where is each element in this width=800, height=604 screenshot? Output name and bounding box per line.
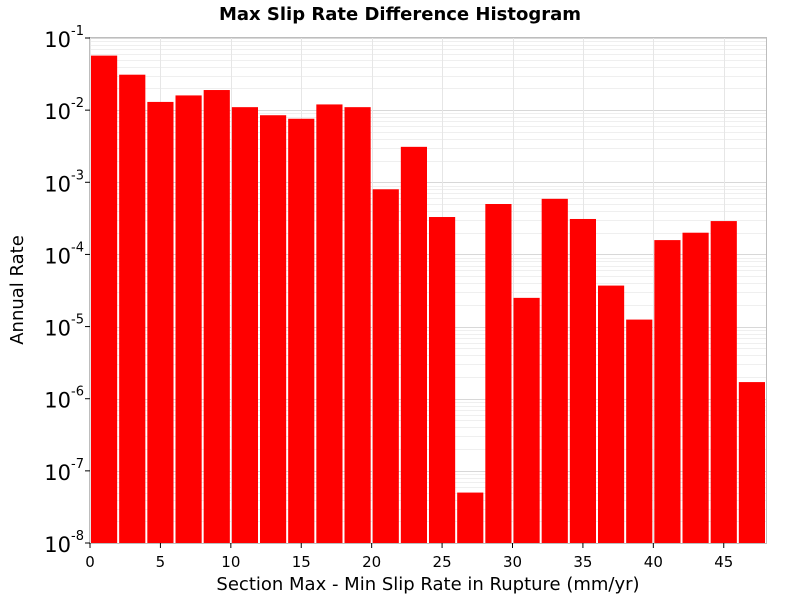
x-tick-label: 20 <box>362 553 381 571</box>
plot-border <box>89 37 767 544</box>
histogram-bar <box>400 146 427 543</box>
bars <box>91 55 765 544</box>
x-tick-label: 25 <box>433 553 452 571</box>
x-tick-label: 10 <box>221 553 240 571</box>
x-axis-label: Section Max - Min Slip Rate in Rupture (… <box>216 574 639 595</box>
y-tick-label: 10-7 <box>44 457 84 485</box>
histogram-bar <box>288 118 315 544</box>
y-tick-label: 10-8 <box>44 529 84 557</box>
y-axis-label: Annual Rate <box>7 235 28 345</box>
histogram-bar <box>203 90 230 543</box>
histogram-bar <box>119 74 146 543</box>
histogram-bar <box>344 107 371 543</box>
x-axis: 0 5 10 15 20 25 30 35 40 45 <box>85 543 733 571</box>
x-tick-label: 5 <box>156 553 166 571</box>
histogram-bar <box>91 55 118 544</box>
y-tick-label: 10-2 <box>44 96 84 124</box>
histogram-bar <box>316 104 343 544</box>
histogram-bar <box>541 198 568 543</box>
histogram-bar <box>231 107 258 543</box>
histogram-bar <box>738 382 765 543</box>
x-tick-label: 0 <box>85 553 95 571</box>
y-tick-label: 10-5 <box>44 313 84 341</box>
y-tick-label: 10-1 <box>44 24 84 52</box>
histogram-bar <box>260 115 287 543</box>
histogram-bar <box>598 285 625 543</box>
y-tick-label: 10-4 <box>44 240 84 268</box>
histogram-bar <box>485 204 512 543</box>
x-tick-label: 45 <box>714 553 733 571</box>
histogram-bar <box>654 240 681 543</box>
histogram-bar <box>175 95 202 544</box>
y-axis: 10-8 10-7 10-6 10-5 10-4 10-3 10-2 10-1 <box>44 24 90 557</box>
histogram-bar <box>513 297 540 543</box>
x-tick-label: 40 <box>644 553 663 571</box>
grid-lines <box>90 38 766 544</box>
y-tick-label: 10-3 <box>44 168 84 196</box>
histogram-bar <box>429 217 456 543</box>
histogram-bar <box>710 221 737 543</box>
histogram-bar <box>457 492 484 543</box>
y-tick-label: 10-6 <box>44 385 84 413</box>
histogram-bar <box>372 189 399 543</box>
x-tick-label: 15 <box>292 553 311 571</box>
histogram-bar <box>626 319 653 543</box>
chart-title: Max Slip Rate Difference Histogram <box>219 4 581 25</box>
x-tick-label: 35 <box>573 553 592 571</box>
histogram-bar <box>682 232 709 543</box>
x-tick-label: 30 <box>503 553 522 571</box>
histogram-bar <box>147 101 174 544</box>
histogram-bar <box>569 218 596 544</box>
